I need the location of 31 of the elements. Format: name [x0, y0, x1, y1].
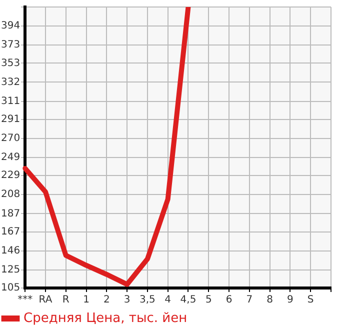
x-tick-label: 2: [103, 294, 110, 306]
y-tick-label: 394: [0, 20, 20, 32]
x-tick-label: R: [62, 294, 70, 306]
y-tick-label: 146: [0, 245, 20, 256]
y-tick-label: 208: [0, 189, 20, 200]
y-tick-label: 229: [0, 170, 20, 182]
y-tick-label: 332: [0, 76, 20, 88]
y-tick-label: 291: [0, 114, 20, 125]
y-tick-label: 105: [0, 282, 20, 294]
y-tick-label: 270: [0, 133, 20, 144]
x-tick-label: 7: [246, 294, 253, 306]
y-tick-label: 311: [0, 96, 20, 107]
x-tick-label: 4,5: [180, 294, 196, 306]
x-tick-label: 4: [164, 294, 172, 306]
y-tick-label: 187: [0, 208, 20, 220]
legend-label: Средняя Цена, тыс. йен: [24, 310, 188, 326]
x-tick-label: 3: [124, 294, 130, 306]
x-tick-label: RA: [38, 294, 52, 306]
x-tick-label: ***: [18, 294, 33, 306]
y-tick-label: 353: [0, 58, 20, 69]
y-tick-label: 167: [0, 226, 20, 238]
x-tick-label: 8: [266, 294, 274, 306]
x-tick-label: 6: [226, 294, 232, 306]
x-tick-label: 5: [205, 294, 212, 306]
x-tick-label: 9: [287, 294, 294, 306]
y-tick-label: 249: [0, 152, 20, 164]
y-tick-label: 373: [0, 40, 20, 51]
y-tick-label: 125: [0, 264, 20, 276]
x-tick-label: S: [307, 294, 314, 306]
x-tick-label: 1: [83, 294, 90, 306]
x-tick-label: 3,5: [140, 294, 156, 306]
